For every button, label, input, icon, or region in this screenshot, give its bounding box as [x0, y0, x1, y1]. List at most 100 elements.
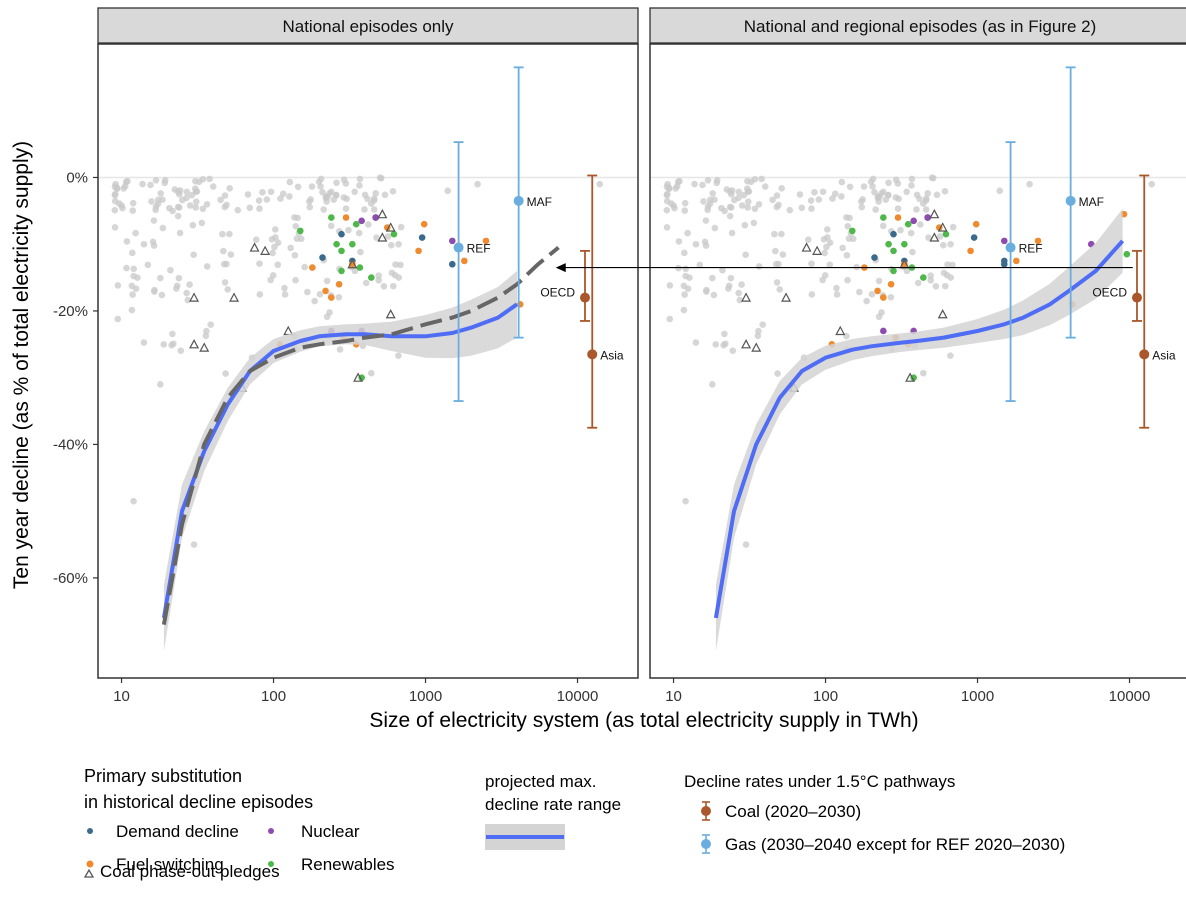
pledge-triangle	[751, 342, 762, 352]
grey-point	[373, 234, 380, 242]
grey-point	[272, 226, 279, 233]
grey-point	[150, 217, 158, 224]
renewables-point	[328, 214, 335, 221]
grey-point	[375, 276, 383, 284]
grey-point	[357, 248, 364, 256]
grey-point	[256, 291, 264, 298]
grey-point	[675, 238, 683, 245]
grey-point	[681, 291, 688, 298]
coal-point	[579, 292, 590, 303]
grey-point	[939, 241, 947, 249]
grey-point	[306, 198, 313, 205]
grey-point	[949, 223, 957, 231]
x-tick-label: 10000	[557, 688, 599, 705]
renewables-point	[368, 274, 375, 281]
grey-point	[755, 263, 763, 270]
grey-point	[846, 214, 853, 222]
demand-point	[319, 254, 326, 261]
grey-point	[203, 200, 211, 208]
grey-point	[130, 265, 138, 273]
grey-point	[874, 193, 882, 200]
renewables-point	[296, 227, 304, 235]
pledge-triangle	[189, 292, 200, 302]
confidence-band	[715, 208, 1123, 652]
grey-point	[365, 221, 372, 228]
grey-point	[731, 196, 738, 204]
grey-point	[925, 234, 932, 242]
grey-point	[596, 180, 604, 188]
grey-point	[727, 204, 735, 211]
grey-point	[128, 306, 136, 314]
grey-point	[831, 190, 839, 198]
renewables-point	[885, 240, 892, 248]
grey-point	[682, 497, 689, 505]
grey-point	[740, 191, 748, 199]
grey-point	[140, 240, 148, 248]
x-tick-label: 1000	[961, 688, 994, 705]
grey-point	[887, 294, 895, 301]
grey-point	[356, 182, 363, 189]
pledge-triangle	[229, 292, 240, 302]
confidence-band	[163, 270, 517, 652]
grey-point	[160, 341, 168, 348]
grey-point	[129, 291, 136, 298]
coal-label: Asia	[1152, 348, 1176, 362]
grey-point	[917, 221, 924, 228]
grey-point	[223, 201, 230, 209]
grey-point	[909, 248, 916, 256]
grey-point	[665, 184, 673, 192]
grey-point	[129, 249, 136, 257]
grey-point	[696, 261, 704, 269]
x-axis-label: Size of electricity system (as total ele…	[369, 709, 918, 732]
legend-fuel-dot	[86, 860, 94, 868]
renewables-point	[333, 240, 340, 248]
grey-point	[335, 294, 343, 301]
grey-point	[872, 206, 880, 213]
grey-point	[392, 261, 399, 268]
grey-point	[224, 286, 232, 293]
fuel-point	[335, 280, 343, 288]
grey-point	[268, 236, 276, 243]
grey-point	[692, 240, 700, 248]
grey-point	[190, 251, 197, 259]
grey-point	[703, 288, 710, 295]
legend: Primary substitution in historical decli…	[83, 766, 1065, 881]
grey-point	[875, 198, 882, 205]
gas-point	[453, 242, 464, 253]
grey-point	[389, 282, 397, 290]
grey-point	[846, 183, 854, 191]
grey-point	[113, 184, 121, 192]
pledge-triangle	[929, 232, 940, 242]
grey-point	[255, 197, 263, 204]
grey-point	[725, 285, 732, 292]
demand-point	[1000, 257, 1008, 265]
grey-point	[176, 229, 184, 237]
grey-point	[839, 244, 846, 252]
pledge-triangle	[189, 339, 200, 349]
grey-point	[1026, 180, 1033, 188]
grey-point	[932, 283, 940, 290]
grey-point	[858, 203, 866, 211]
grey-point	[769, 196, 776, 204]
legend-renewables-label: Renewables	[301, 855, 395, 874]
demand-point	[890, 230, 897, 238]
x-tick-label: 10	[113, 688, 130, 705]
grey-point	[819, 188, 827, 196]
grey-point	[202, 332, 210, 340]
grey-point	[271, 243, 278, 251]
grey-point	[148, 198, 155, 205]
legend-gas-label: Gas (2030–2040 except for REF 2020–2030)	[725, 835, 1065, 854]
grey-point	[114, 315, 122, 323]
grey-point	[920, 369, 927, 377]
y-tick-label: -60%	[53, 570, 88, 587]
legend-fuel-label: Fuel switching	[116, 855, 224, 874]
pledge-triangle	[377, 232, 388, 242]
grey-point	[147, 181, 154, 189]
grey-point	[704, 177, 712, 184]
grey-point	[924, 189, 931, 197]
pledge-triangle	[385, 309, 396, 319]
fuel-point	[874, 287, 881, 295]
grey-point	[723, 186, 731, 193]
grey-point	[779, 251, 787, 258]
grey-point	[922, 197, 930, 204]
